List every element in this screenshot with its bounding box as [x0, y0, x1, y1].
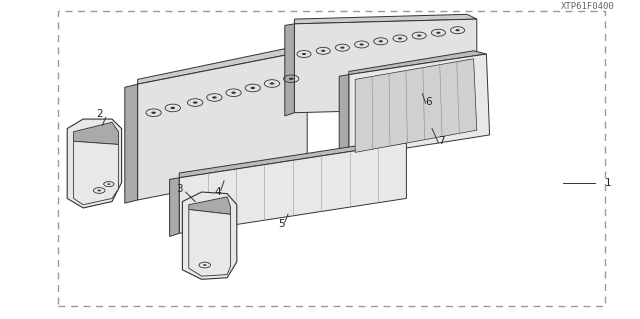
Text: XTP61F0400: XTP61F0400 [561, 2, 614, 11]
Polygon shape [138, 46, 307, 84]
Circle shape [203, 264, 207, 266]
Polygon shape [74, 141, 118, 205]
Polygon shape [179, 140, 406, 178]
Circle shape [360, 43, 364, 46]
Polygon shape [138, 51, 307, 200]
Circle shape [340, 47, 344, 49]
Text: 4: 4 [214, 187, 221, 197]
Polygon shape [67, 119, 122, 208]
Text: 1: 1 [605, 178, 611, 188]
Polygon shape [349, 51, 486, 75]
Circle shape [193, 101, 198, 104]
Circle shape [108, 183, 110, 185]
Polygon shape [179, 143, 406, 233]
Circle shape [97, 189, 101, 191]
Circle shape [436, 32, 440, 34]
Polygon shape [125, 84, 138, 203]
Polygon shape [339, 75, 349, 159]
Circle shape [212, 96, 217, 99]
Polygon shape [285, 24, 294, 116]
Circle shape [302, 53, 306, 55]
Circle shape [456, 29, 460, 31]
Circle shape [289, 78, 294, 80]
Polygon shape [189, 197, 230, 214]
Polygon shape [294, 19, 477, 113]
Polygon shape [355, 59, 477, 152]
Circle shape [269, 82, 275, 85]
Circle shape [321, 50, 325, 52]
Circle shape [151, 112, 156, 114]
Text: 6: 6 [426, 97, 432, 107]
Text: 5: 5 [278, 219, 285, 229]
Polygon shape [294, 14, 477, 24]
Text: 7: 7 [438, 136, 445, 146]
Polygon shape [182, 192, 237, 279]
Circle shape [231, 92, 236, 94]
Polygon shape [74, 122, 118, 145]
Circle shape [250, 87, 255, 89]
Text: 2: 2 [96, 109, 102, 119]
Polygon shape [170, 178, 179, 236]
Circle shape [379, 40, 383, 42]
Polygon shape [349, 54, 490, 157]
Text: 3: 3 [176, 184, 182, 194]
Circle shape [398, 37, 402, 40]
Polygon shape [189, 210, 230, 276]
Circle shape [170, 107, 175, 109]
Circle shape [417, 34, 421, 37]
